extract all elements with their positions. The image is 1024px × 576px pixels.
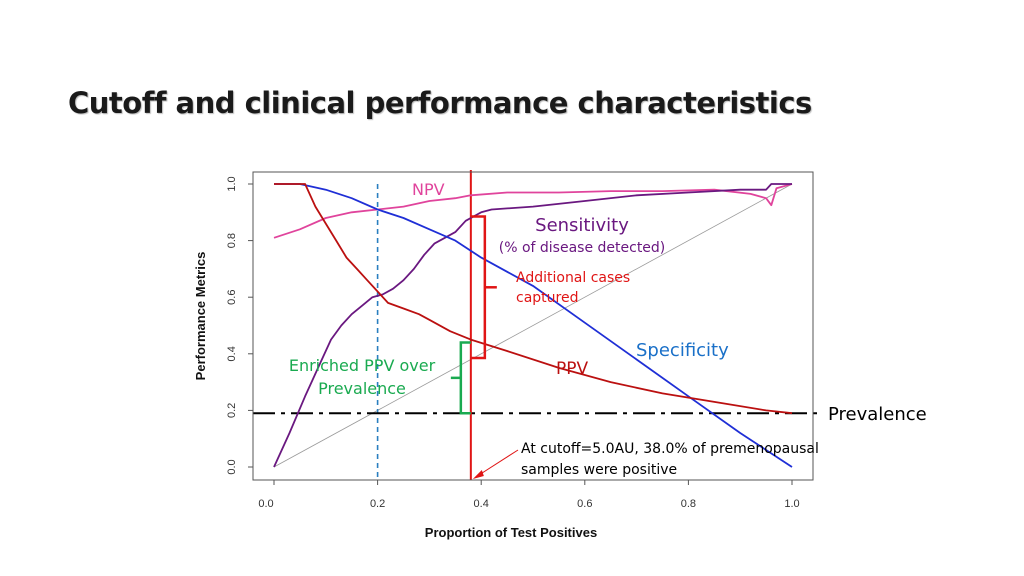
enriched-ppv-label: Enriched PPV over — [289, 356, 436, 375]
y-tick-label: 0.4 — [226, 346, 238, 361]
y-tick-label: 1.0 — [226, 176, 238, 191]
y-tick-label: 0.6 — [226, 290, 238, 305]
x-axis-label: Proportion of Test Positives — [425, 525, 597, 540]
x-tick-label: 1.0 — [784, 498, 799, 510]
captured-label: captured — [516, 290, 578, 306]
reference-layer — [253, 170, 817, 480]
slide-title: Cutoff and clinical performance characte… — [68, 86, 812, 120]
additional-cases-label: Additional cases — [516, 270, 630, 286]
cutoff-arrow — [475, 449, 519, 478]
enriched-ppv-bracket — [459, 341, 471, 415]
y-tick-label: 0.2 — [226, 403, 238, 418]
prevalence-label: Prevalence — [828, 404, 927, 425]
y-axis-label: Performance Metrics — [193, 252, 208, 381]
specificity-label: Specificity — [636, 340, 729, 361]
x-tick-label: 0.8 — [681, 498, 696, 510]
plot-frame — [252, 171, 814, 481]
y-tick-label: 0.8 — [226, 233, 238, 248]
additional-cases-bracket — [470, 215, 487, 360]
sensitivity-sublabel: (% of disease detected) — [499, 240, 666, 256]
sensitivity-line — [273, 183, 792, 468]
sensitivity-label: Sensitivity — [535, 215, 629, 236]
cutoff-note-line2: samples were positive — [521, 462, 677, 478]
x-tick-label: 0.4 — [474, 498, 489, 510]
cutoff-note-line1: At cutoff=5.0AU, 38.0% of premenopausal — [521, 441, 819, 457]
enriched-prevalence-label: Prevalence — [318, 379, 406, 398]
x-tick-label: 0.0 — [258, 498, 273, 510]
npv-label: NPV — [412, 180, 445, 199]
npv-line — [273, 183, 793, 239]
x-tick-label: 0.2 — [370, 498, 385, 510]
overlay-layer — [450, 215, 519, 479]
y-tick-label: 0.0 — [226, 459, 238, 474]
ppv-label: PPV — [556, 359, 589, 379]
x-tick-label: 0.6 — [577, 498, 592, 510]
axis-ticks: 0.0 0.2 0.4 0.6 0.8 1.0 0.0 0.2 0.4 0.6 0.8 1.0 — [226, 176, 800, 510]
specificity-line — [274, 183, 793, 468]
cutoff-arrowhead — [472, 470, 484, 479]
diagonal-reference-line — [273, 183, 793, 468]
series-layer — [273, 183, 793, 468]
ppv-line — [274, 183, 793, 415]
